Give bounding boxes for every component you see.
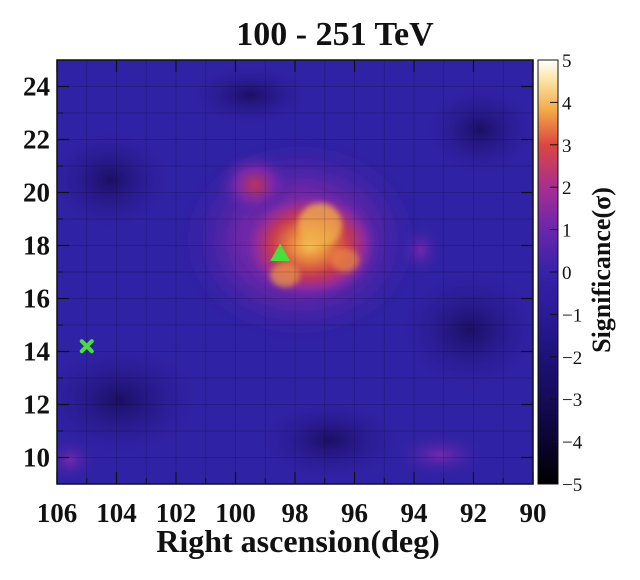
y-tick-label: 14 (23, 337, 50, 367)
colorbar-tick-label: −3 (562, 390, 582, 411)
chart-title: 100 - 251 TeV (236, 16, 434, 53)
x-tick-label: 90 (520, 498, 547, 528)
x-axis-label: Right ascension(deg) (156, 523, 440, 559)
colorbar-ticks: 5 4 3 2 1 0 −1 −2 −3 −4 −5 (550, 51, 583, 496)
colorbar-tick-label: 2 (562, 178, 572, 199)
y-tick-label: 10 (23, 443, 50, 473)
y-tick-label: 18 (23, 231, 50, 261)
colorbar-tick-label: 1 (562, 221, 572, 242)
grid-lines (57, 60, 533, 484)
x-tick-label: 98 (282, 498, 309, 528)
cool-patch (57, 130, 170, 230)
y-tick-label: 24 (23, 72, 50, 102)
x-tick-label: 106 (37, 498, 78, 528)
y-axis: 10 12 14 16 18 20 22 24 (23, 59, 533, 485)
cross-marker (79, 339, 94, 354)
cool-patch (190, 65, 310, 125)
faint-emission (395, 433, 485, 477)
colorbar-tick-label: 5 (562, 51, 572, 72)
cool-patch (57, 345, 200, 455)
x-tick-label: 96 (341, 498, 368, 528)
heatmap-area (57, 60, 533, 484)
y-tick-label: 20 (23, 178, 50, 208)
x-tick-label: 92 (460, 498, 487, 528)
emission-core (331, 248, 359, 272)
y-tick-label: 16 (23, 284, 50, 314)
colorbar-tick-label: 3 (562, 136, 572, 157)
triangle-marker (270, 243, 291, 261)
faint-emission (57, 438, 95, 482)
colorbar-tick-label: 4 (562, 93, 572, 114)
emission-core (270, 263, 300, 287)
colorbar-tick-label: −4 (562, 433, 583, 454)
colorbar-tick-label: −5 (562, 475, 582, 496)
x-tick-label: 104 (96, 498, 137, 528)
source-markers (79, 243, 291, 354)
emission-core (298, 203, 342, 247)
x-tick-label: 100 (215, 498, 256, 528)
colorbar-tick-label: −1 (562, 305, 582, 326)
x-axis: 106 104 102 100 98 96 94 92 90 (37, 60, 547, 528)
cool-patch (425, 85, 533, 175)
colorbar-tick-label: −2 (562, 348, 582, 369)
x-tick-label: 94 (401, 498, 428, 528)
x-tick-label: 102 (156, 498, 197, 528)
colorbar-tick-label: 0 (562, 263, 572, 284)
colorbar-label: Significance(σ) (587, 187, 616, 353)
y-tick-label: 22 (23, 125, 50, 155)
cool-patch (260, 400, 400, 480)
y-tick-label: 12 (23, 390, 50, 420)
cool-patch (400, 270, 533, 390)
